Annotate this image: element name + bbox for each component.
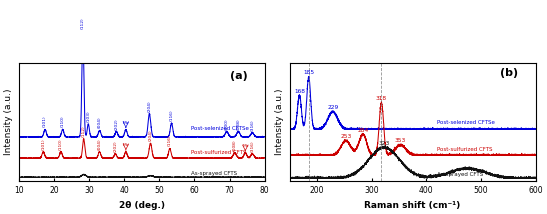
Text: (400): (400) bbox=[225, 118, 229, 129]
Text: As-sprayed CFTS: As-sprayed CFTS bbox=[437, 172, 483, 177]
X-axis label: 2θ (deg.): 2θ (deg.) bbox=[119, 201, 165, 210]
X-axis label: Raman shift (cm⁻¹): Raman shift (cm⁻¹) bbox=[364, 201, 461, 210]
Text: (004): (004) bbox=[97, 117, 102, 128]
Text: 353: 353 bbox=[395, 138, 406, 143]
Text: Mo: Mo bbox=[242, 144, 248, 148]
Text: 318: 318 bbox=[376, 96, 387, 101]
Text: (008): (008) bbox=[233, 139, 237, 151]
Text: (110): (110) bbox=[61, 116, 65, 127]
Text: Post-selenized CFTSe: Post-selenized CFTSe bbox=[437, 120, 495, 125]
Text: Mo: Mo bbox=[123, 143, 129, 147]
Y-axis label: Intensity (a.u.): Intensity (a.u.) bbox=[4, 89, 13, 155]
Text: (008): (008) bbox=[236, 118, 240, 129]
Text: (b): (b) bbox=[500, 68, 519, 78]
Text: 168: 168 bbox=[294, 89, 305, 94]
Text: Post-selenized CFTSe: Post-selenized CFTSe bbox=[191, 126, 249, 131]
Text: 284: 284 bbox=[357, 128, 369, 133]
Y-axis label: Intensity (a.u.): Intensity (a.u.) bbox=[275, 89, 284, 155]
Text: (112): (112) bbox=[81, 17, 85, 29]
Text: 253: 253 bbox=[340, 134, 352, 139]
Text: (116): (116) bbox=[168, 135, 172, 147]
Text: (a): (a) bbox=[230, 71, 247, 81]
Text: (112): (112) bbox=[82, 125, 86, 137]
Text: (004): (004) bbox=[97, 138, 102, 150]
Text: 229: 229 bbox=[327, 105, 339, 110]
Text: (204): (204) bbox=[148, 129, 153, 141]
Text: 185: 185 bbox=[303, 70, 315, 75]
Text: (116): (116) bbox=[170, 109, 173, 121]
Text: (202): (202) bbox=[114, 118, 118, 129]
Text: (110): (110) bbox=[59, 138, 63, 150]
Text: Post-sulfurized CFTS: Post-sulfurized CFTS bbox=[437, 147, 493, 152]
Text: (316): (316) bbox=[251, 119, 254, 131]
Text: (204): (204) bbox=[148, 100, 152, 111]
Text: (202): (202) bbox=[113, 140, 118, 152]
Text: (101): (101) bbox=[42, 138, 45, 150]
Text: (103): (103) bbox=[86, 110, 90, 122]
Text: Mo: Mo bbox=[123, 121, 129, 125]
Text: 323: 323 bbox=[379, 141, 390, 146]
Text: Post-sulfurized CFTS: Post-sulfurized CFTS bbox=[191, 150, 246, 155]
Text: As-sprayed CFTS: As-sprayed CFTS bbox=[191, 171, 237, 176]
Text: (101): (101) bbox=[43, 116, 47, 127]
Text: (316): (316) bbox=[251, 140, 254, 152]
